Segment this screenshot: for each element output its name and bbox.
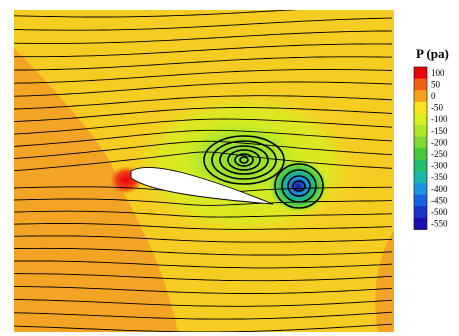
colorbar-swatch [414, 206, 427, 219]
streamline [14, 118, 393, 135]
upper-vortex-ring [234, 153, 254, 167]
low-pressure-core [268, 159, 328, 213]
streamline [14, 69, 393, 84]
streamline [14, 299, 393, 307]
streamline [14, 260, 393, 269]
colorbar-tick-label: -350 [431, 172, 448, 182]
colorbar-swatch [414, 136, 427, 149]
colorbar-border [413, 66, 428, 230]
colorbar-tick-label: -400 [431, 184, 448, 194]
streamline [14, 107, 393, 123]
colorbar-swatch [414, 217, 427, 230]
vortex-streamlines [203, 135, 324, 209]
colorbar-tick-label: -450 [431, 195, 448, 205]
streamline [14, 140, 393, 160]
colorbar-tick-label: -150 [431, 126, 448, 136]
colorbar-swatch [414, 125, 427, 137]
colorbar-tick-label: -200 [431, 137, 448, 147]
high-pressure-region-right [375, 230, 394, 332]
streamline [14, 95, 393, 110]
streamlines-group [14, 10, 393, 332]
streamline [14, 247, 393, 256]
streamline [14, 311, 393, 320]
streamline [14, 43, 393, 58]
trailing-vortex-ring [281, 169, 317, 203]
streamline [14, 223, 393, 230]
colorbar-swatch [414, 148, 427, 161]
colorbar-swatch [414, 194, 427, 207]
upper-vortex-ring [219, 145, 269, 175]
colorbar-tick-label: -250 [431, 149, 448, 159]
upper-vortex-ring [227, 149, 261, 171]
streamline [14, 198, 393, 206]
streamline [14, 10, 299, 18]
streamline [14, 81, 393, 97]
colorbar-swatch [414, 183, 427, 195]
colorbar-swatches [413, 66, 428, 230]
streamline [14, 30, 393, 44]
colorbar-tick-label: 0 [431, 91, 436, 101]
streamline [14, 17, 393, 31]
colorbar-swatch [414, 113, 427, 126]
streamline [14, 323, 393, 332]
streamline [14, 151, 393, 172]
upper-vortex-ring [239, 156, 249, 164]
colorbar-title: P (pa) [416, 46, 449, 61]
colorbar-swatch [414, 101, 427, 114]
colorbar-tick-label: 100 [431, 68, 445, 78]
colorbar-tick-label: -550 [431, 219, 448, 229]
colorbar-tick-label: -500 [431, 207, 448, 217]
contour-plot-area [14, 10, 394, 332]
colorbar-swatch [414, 171, 427, 184]
colorbar-tick-label: 50 [431, 79, 441, 89]
colorbar-tick-label: -50 [431, 103, 443, 113]
streamline [14, 129, 393, 147]
colorbar-swatch [414, 78, 427, 91]
streamline [14, 286, 393, 294]
colorbar-swatch [414, 159, 427, 172]
trailing-vortex-ring [287, 175, 311, 197]
upper-vortex-ring [211, 140, 277, 180]
streamline [14, 56, 393, 71]
colorbar-tick-label: -300 [431, 161, 448, 171]
streamline [14, 210, 393, 218]
airfoil [130, 166, 274, 205]
upper-vortex-ring [203, 135, 285, 185]
streamline [14, 273, 393, 282]
streamline [14, 235, 393, 243]
colorbar-tick-label: -100 [431, 114, 448, 124]
trailing-vortex-ring [292, 180, 306, 192]
trailing-vortex-ring [274, 163, 324, 209]
colorbar-swatch [414, 67, 427, 79]
colorbar-swatch [414, 90, 427, 103]
